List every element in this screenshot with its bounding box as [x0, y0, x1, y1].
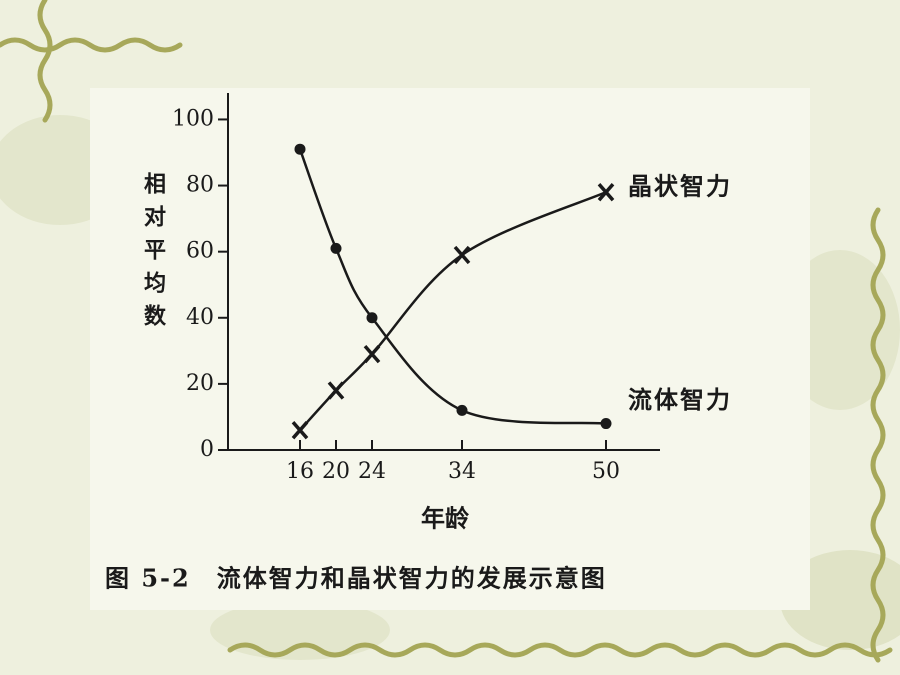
y-tick-label: 80 — [186, 173, 214, 198]
x-tick-label: 50 — [592, 459, 620, 484]
point-marker — [327, 381, 345, 400]
point-marker — [600, 418, 612, 430]
x-tick-label: 16 — [286, 459, 314, 484]
point-marker — [453, 245, 471, 265]
point-marker — [366, 312, 378, 324]
marker-cross — [327, 381, 345, 400]
point-marker — [597, 183, 615, 202]
y-tick-label: 0 — [200, 437, 214, 462]
x-axis-title: 年龄 — [421, 504, 470, 533]
marker-cross — [291, 421, 309, 440]
y-tick-label: 100 — [172, 106, 214, 131]
marker-cross — [363, 344, 381, 364]
marker-cross — [453, 245, 471, 265]
series-label: 晶状智力 — [628, 172, 732, 201]
y-axis-title: 相对平均数 — [140, 172, 166, 337]
marker-cross — [597, 183, 615, 202]
y-tick-label: 60 — [186, 239, 214, 264]
x-tick-label: 34 — [448, 459, 476, 484]
y-tick-label: 20 — [186, 371, 214, 396]
series-label: 流体智力 — [628, 385, 732, 414]
x-tick-label: 20 — [322, 459, 350, 484]
series-line — [298, 148, 607, 425]
point-marker — [456, 404, 468, 416]
figure-caption: 图 5-2 流体智力和晶状智力的发展示意图 — [105, 564, 607, 593]
y-tick-label: 40 — [186, 305, 214, 330]
decorative-vines — [0, 0, 893, 663]
point-marker — [363, 344, 381, 364]
point-marker — [294, 143, 306, 155]
point-marker — [330, 242, 342, 254]
point-marker — [291, 421, 309, 440]
figure-panel — [90, 88, 810, 610]
x-tick-label: 24 — [358, 459, 386, 484]
